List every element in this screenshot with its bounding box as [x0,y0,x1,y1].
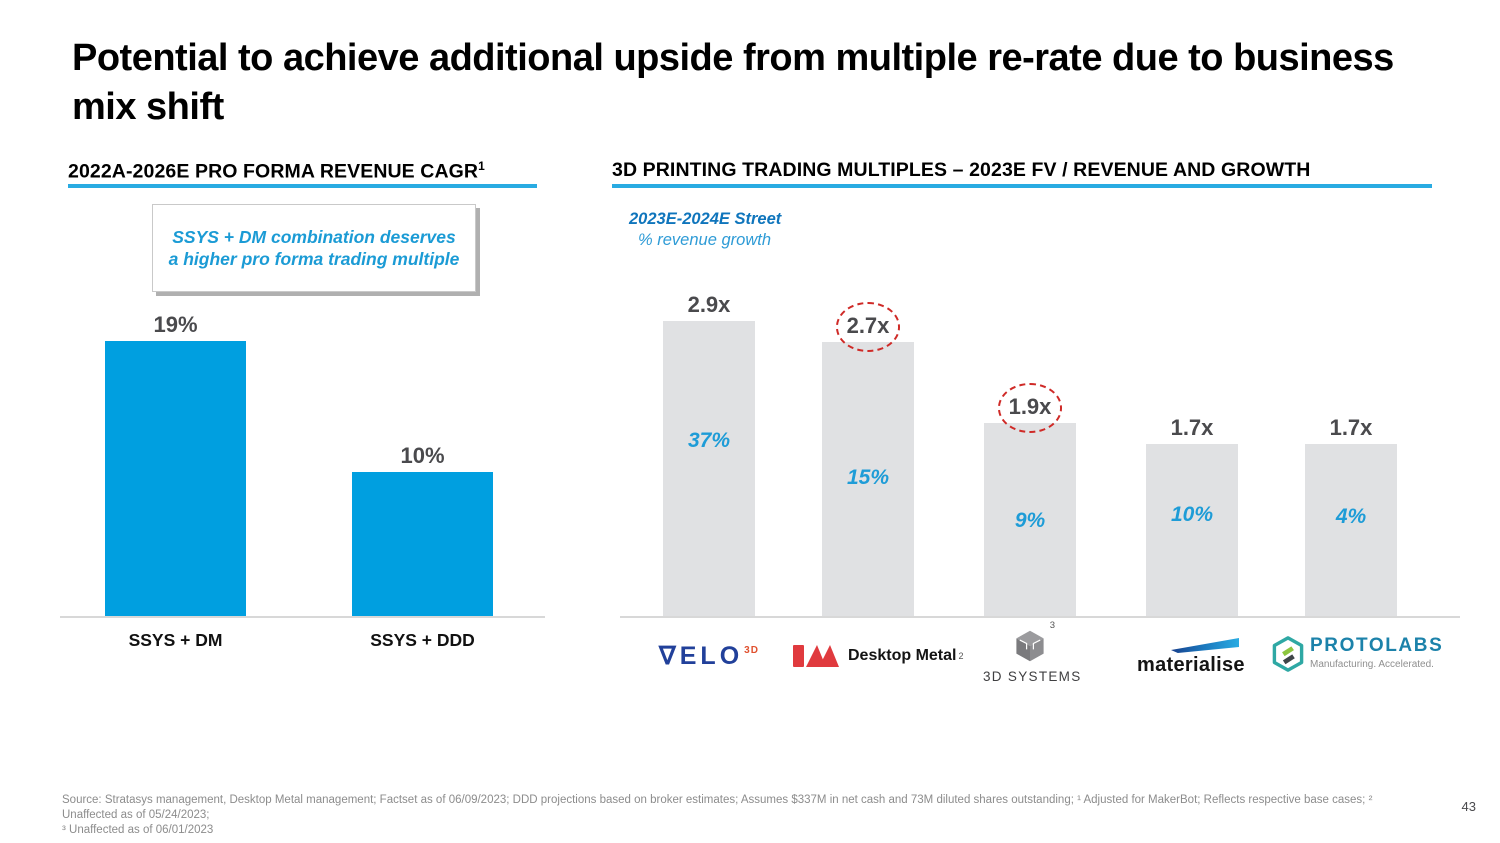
bar-value-label: 19% [153,311,198,337]
right-header-underline [612,184,1432,188]
bar-group-3d-systems: 1.9x 9% [984,383,1076,618]
bar-group-ssys-ddd: 10% [352,443,493,618]
bar-group-protolabs: 1.7x 4% [1305,415,1397,618]
desktop-metal-footnote-marker: 2 [958,651,964,661]
growth-label: 10% [1170,503,1214,526]
velo3d-logo-superscript: 3D [744,645,759,656]
3d-systems-footnote-marker: 3 [1049,620,1055,631]
footnote-line-1: Source: Stratasys management, Desktop Me… [62,794,1373,821]
materialise-swoosh-icon [1171,638,1239,653]
desktop-metal-logo: Desktop Metal 2 [793,645,963,667]
growth-label: 37% [687,429,731,452]
page-number: 43 [1461,799,1476,814]
page-title: Potential to achieve additional upside f… [72,37,1394,128]
protolabs-logo: PROTOLABS Manufacturing. Accelerated. [1271,635,1443,673]
left-header-superscript: 1 [478,159,485,173]
left-section-header-text: 2022A-2026E PRO FORMA REVENUE CAGR [68,160,479,183]
callout-line-1: SSYS + DM combination deserves [172,227,456,247]
multiple-label: 1.9x [1008,394,1052,420]
bar-ssys-ddd [352,472,493,618]
callout-box: SSYS + DM combination deserves a higher … [152,204,476,292]
multiple-label: 2.9x [687,292,731,318]
right-section-header: 3D PRINTING TRADING MULTIPLES – 2023E FV… [612,159,1311,181]
bar-group-materialise: 1.7x 10% [1146,415,1238,618]
3d-systems-logo-text: 3D SYSTEMS [983,669,1082,684]
bar-3d-systems: 9% [984,423,1076,618]
bar-value-label: 10% [400,443,445,468]
velo3d-logo-text: ∇ELO [659,642,744,670]
left-chart-baseline [60,616,545,618]
3d-systems-logo: 3 3D SYSTEMS [983,620,1082,684]
growth-label: 9% [1014,509,1046,532]
growth-label: 4% [1335,505,1367,528]
right-chart-legend: 2023E-2024E Street % revenue growth [629,209,781,251]
category-label-ssys-ddd: SSYS + DDD [370,630,475,650]
desktop-metal-mark-icon [793,645,839,667]
right-chart-baseline [620,616,1460,618]
multiple-label: 2.7x [846,312,890,338]
protolabs-logo-text: PROTOLABS [1310,635,1444,656]
multiple-label: 1.7x [1170,414,1214,440]
bar-group-ssys-dm: 19% [105,312,246,618]
bar-velo3d: 37% [663,321,755,618]
left-header-underline [68,184,537,188]
materialise-logo: materialise [1137,638,1249,677]
legend-line-1: 2023E-2024E Street [629,210,782,228]
red-dashed-circle: 1.9x [997,383,1063,434]
materialise-logo-text: materialise [1137,654,1245,676]
velo3d-logo: ∇ELO3D [639,641,779,671]
protolabs-tagline: Manufacturing. Accelerated. [1310,659,1434,670]
3d-systems-cube-icon [1016,630,1044,662]
bar-group-velo3d: 2.9x 37% [663,292,755,618]
footnote-line-2: ³ Unaffected as of 06/01/2023 [62,824,214,836]
bar-group-desktop-metal: 2.7x 15% [822,301,914,618]
category-label-ssys-dm: SSYS + DM [128,630,223,650]
bar-ssys-dm [105,340,246,618]
protolabs-text-block: PROTOLABS Manufacturing. Accelerated. [1310,635,1443,670]
bar-materialise: 10% [1146,443,1238,618]
bar-protolabs: 4% [1305,443,1397,618]
growth-label: 15% [846,466,890,489]
callout-line-2: a higher pro forma trading multiple [168,249,460,269]
left-section-header: 2022A-2026E PRO FORMA REVENUE CAGR1 [68,159,485,184]
multiple-label: 1.7x [1329,414,1373,440]
desktop-metal-logo-text: Desktop Metal [848,647,957,664]
footnote: Source: Stratasys management, Desktop Me… [62,793,1407,838]
bar-desktop-metal: 15% [822,341,914,618]
red-dashed-circle: 2.7x [835,301,901,352]
protolabs-hexagon-icon [1272,636,1304,672]
legend-line-2: % revenue growth [638,231,771,249]
